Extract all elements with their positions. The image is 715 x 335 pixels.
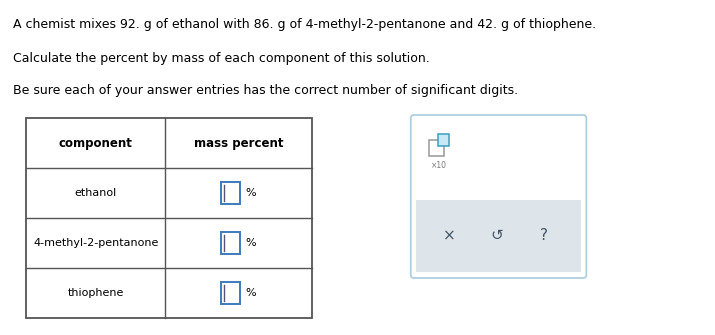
Text: ?: ?	[540, 228, 548, 243]
Text: Calculate the percent by mass of each component of this solution.: Calculate the percent by mass of each co…	[13, 52, 430, 65]
Text: thiophene: thiophene	[68, 288, 124, 298]
Bar	[222, 232, 240, 254]
Text: %: %	[245, 188, 256, 198]
Text: ↺: ↺	[490, 228, 503, 243]
FancyBboxPatch shape	[410, 115, 586, 278]
Bar	[429, 140, 444, 156]
Text: %: %	[245, 238, 256, 248]
Bar	[222, 282, 240, 304]
Text: 4-methyl-2-pentanone: 4-methyl-2-pentanone	[33, 238, 159, 248]
Text: mass percent: mass percent	[194, 136, 283, 149]
Text: component: component	[59, 136, 133, 149]
Text: %: %	[245, 288, 256, 298]
Text: ×: ×	[443, 228, 456, 243]
Text: ethanol: ethanol	[75, 188, 117, 198]
Bar	[438, 134, 450, 146]
Bar	[26, 118, 312, 318]
Text: A chemist mixes 92. g of ethanol with 86. g of 4-methyl-2-pentanone and 42. g of: A chemist mixes 92. g of ethanol with 86…	[13, 18, 596, 31]
Text: Be sure each of your answer entries has the correct number of significant digits: Be sure each of your answer entries has …	[13, 84, 518, 97]
Bar	[222, 182, 240, 204]
Bar	[416, 200, 581, 272]
Text: ×10: ×10	[430, 161, 447, 170]
